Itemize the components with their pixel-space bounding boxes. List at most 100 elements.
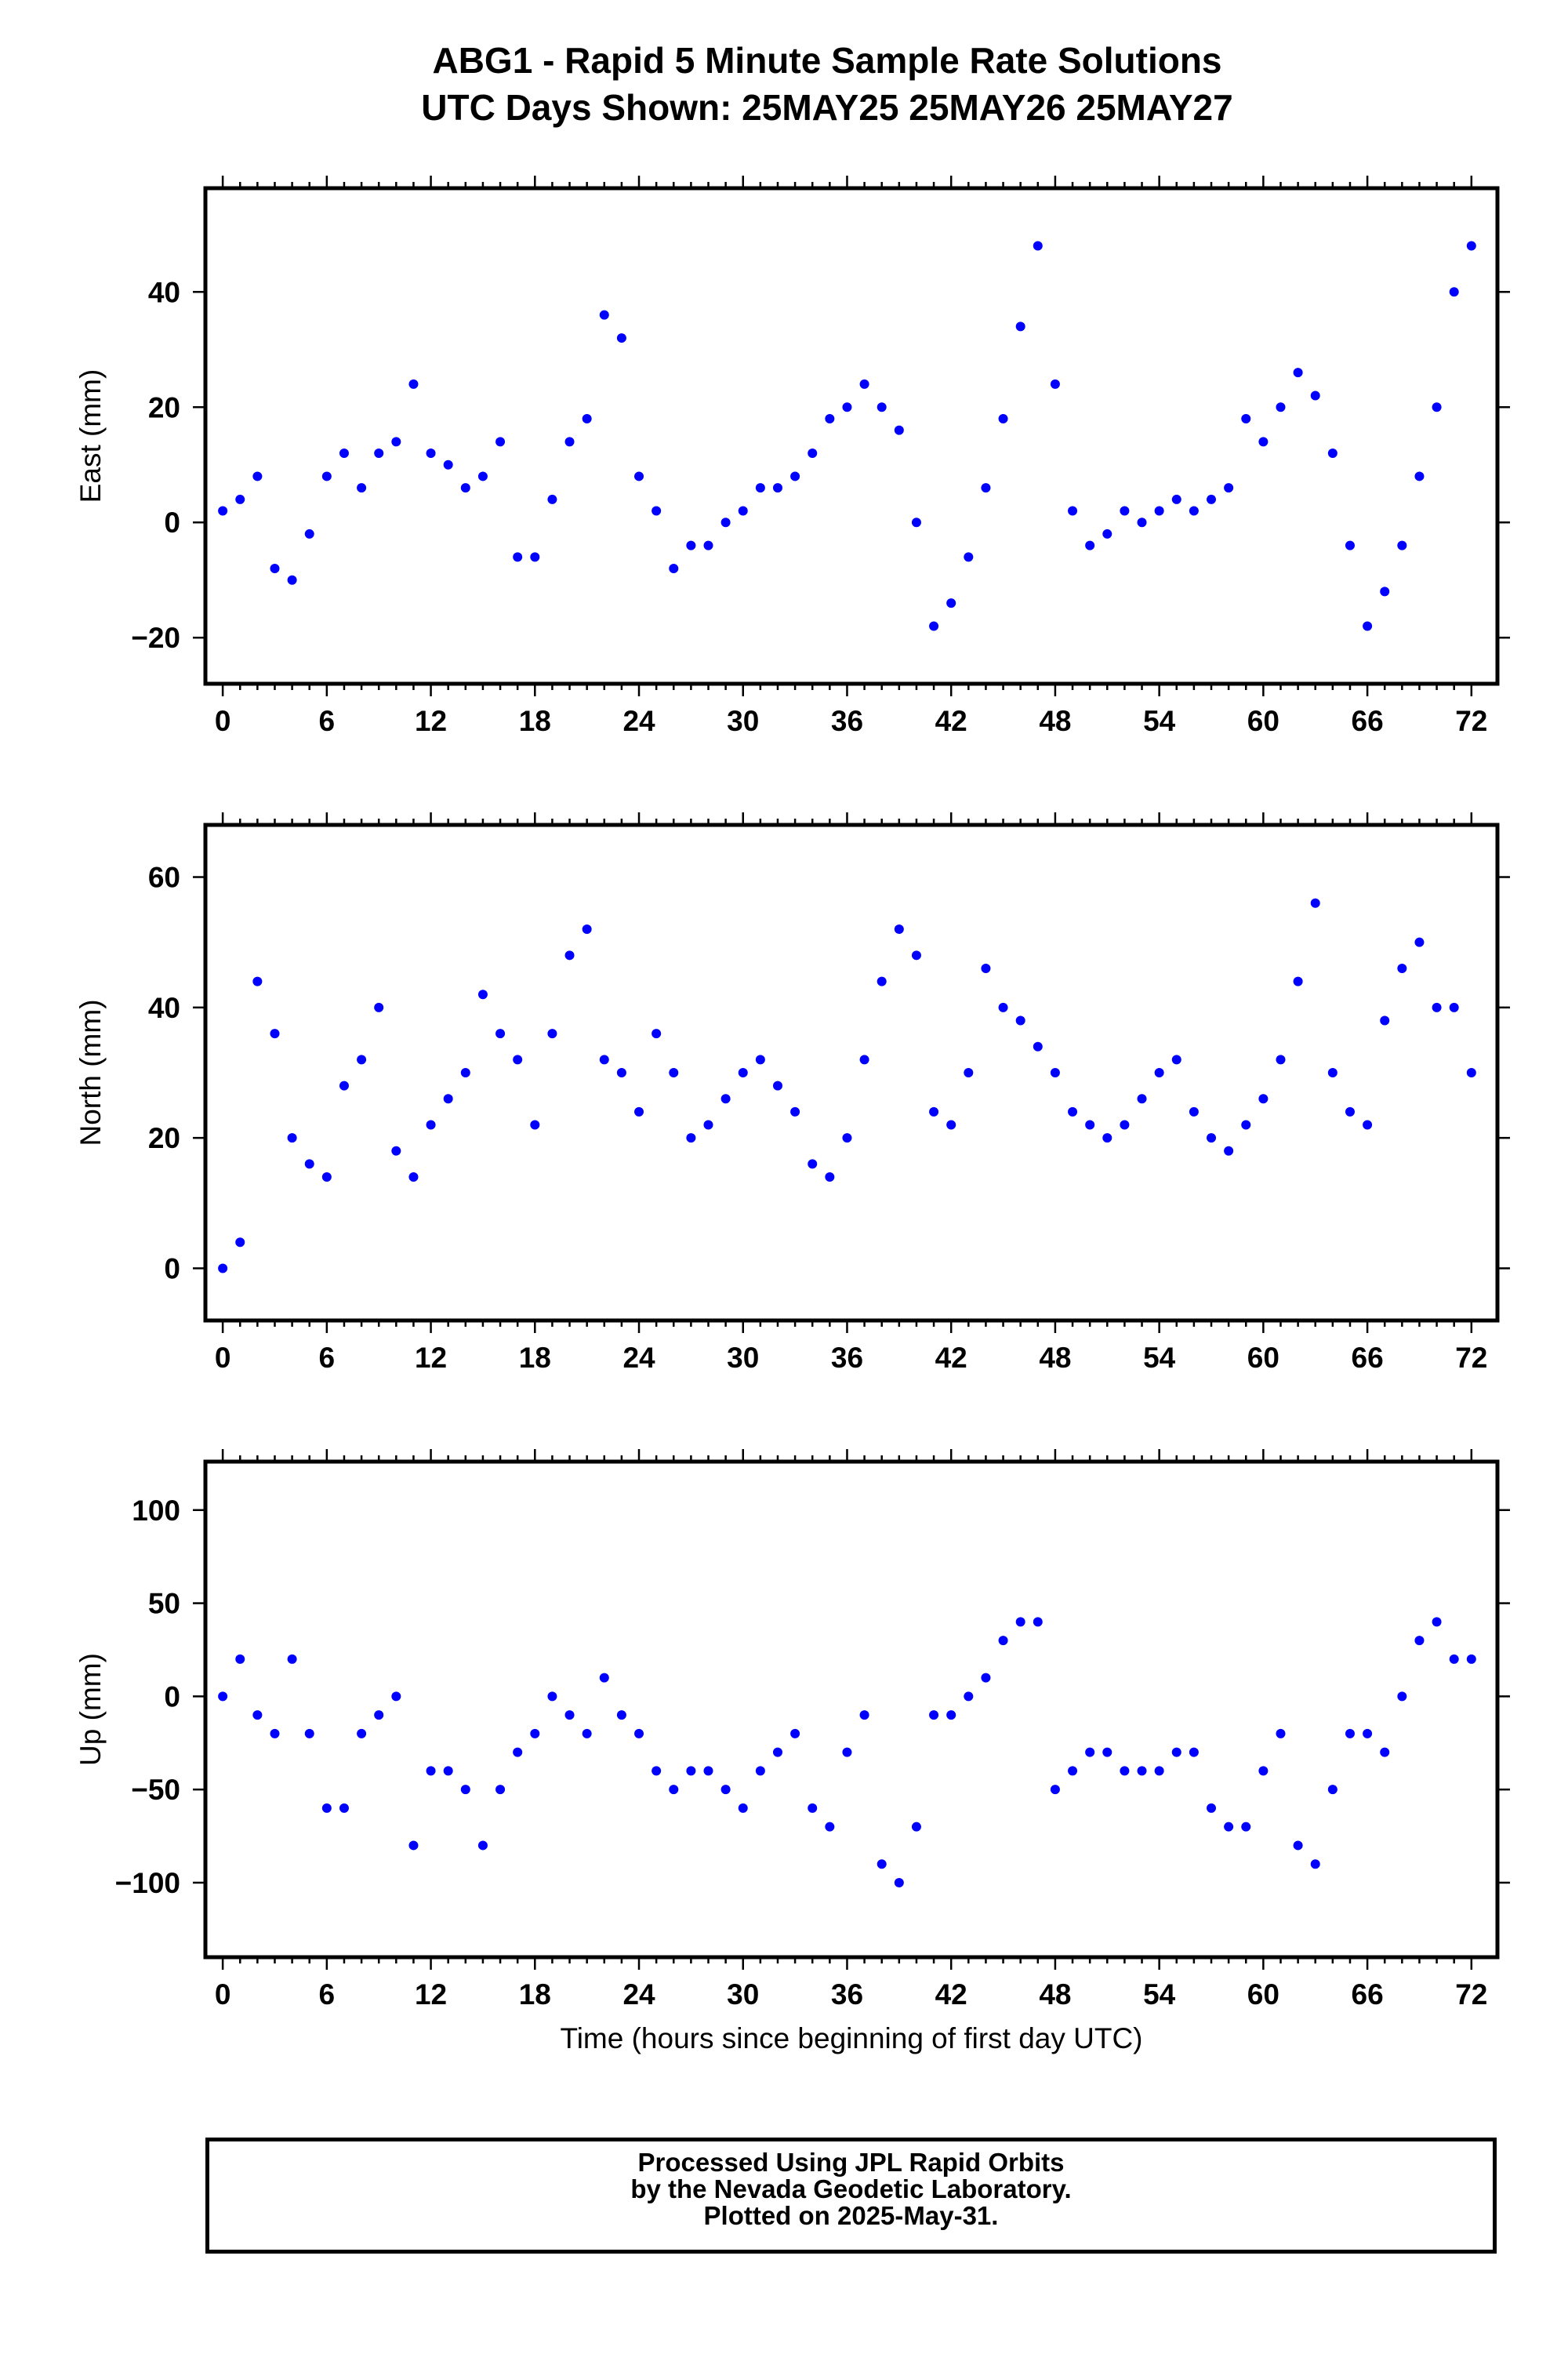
data-point xyxy=(357,1728,367,1738)
data-point xyxy=(808,1803,818,1813)
data-point xyxy=(634,471,644,481)
data-point xyxy=(1414,471,1425,481)
plot-panel-3: 0 6 12 18 24 30 36 42 48 54 60 66 72 −100 −50 0 50 100 Up … xyxy=(74,1449,1510,2054)
data-point xyxy=(287,575,297,585)
x-tick-label: 12 xyxy=(415,1978,447,2011)
data-point xyxy=(634,1728,644,1738)
data-point xyxy=(1380,1747,1390,1757)
x-tick-label: 54 xyxy=(1143,1342,1176,1374)
data-point xyxy=(1310,1859,1320,1869)
y-axis-label: East (mm) xyxy=(74,369,107,503)
x-tick-label: 42 xyxy=(935,1978,967,2011)
x-tick-label: 72 xyxy=(1455,1978,1487,2011)
data-point xyxy=(1432,1002,1442,1012)
data-point xyxy=(981,963,991,973)
y-tick-label: 40 xyxy=(148,992,180,1024)
x-tick-label: 48 xyxy=(1039,705,1071,737)
data-point xyxy=(842,1133,852,1143)
plot-panel-2: 0 6 12 18 24 30 36 42 48 54 60 66 72 0 20 40 60 North (mm… xyxy=(74,812,1510,1374)
x-tick-label: 24 xyxy=(622,1978,655,2011)
data-point xyxy=(1310,390,1320,401)
data-point xyxy=(599,310,609,320)
x-tick-label: 30 xyxy=(727,1342,759,1374)
data-point xyxy=(634,1106,644,1117)
data-point xyxy=(426,449,436,459)
data-point xyxy=(426,1766,436,1776)
data-point xyxy=(374,1002,384,1012)
data-point xyxy=(374,1710,384,1720)
data-point xyxy=(1449,1654,1459,1664)
data-point xyxy=(1466,1654,1476,1664)
data-point xyxy=(1154,506,1164,516)
data-point xyxy=(998,1636,1008,1646)
data-point xyxy=(1293,368,1303,378)
data-point xyxy=(408,379,419,389)
data-point xyxy=(946,1120,956,1130)
data-point xyxy=(1345,1106,1355,1117)
data-point xyxy=(218,506,228,516)
data-point xyxy=(703,540,713,550)
data-point xyxy=(703,1120,713,1130)
plot-frame xyxy=(203,823,1500,1323)
data-point xyxy=(1015,321,1025,332)
data-point xyxy=(652,1766,662,1776)
data-point xyxy=(964,552,974,562)
data-point xyxy=(1068,1766,1078,1776)
data-point xyxy=(1189,1106,1199,1117)
footer-box: Processed Using JPL Rapid Orbits by the … xyxy=(205,2138,1497,2254)
x-tick-label: 30 xyxy=(727,1978,759,2011)
data-point xyxy=(894,425,904,435)
data-point xyxy=(408,1172,419,1182)
data-point xyxy=(1397,540,1407,550)
data-point xyxy=(790,1728,800,1738)
data-point xyxy=(357,1055,367,1065)
data-point xyxy=(599,1055,609,1065)
data-point xyxy=(1015,1617,1025,1627)
data-point xyxy=(564,950,575,961)
data-point xyxy=(1241,413,1251,423)
data-point xyxy=(894,924,904,935)
x-tick-label: 54 xyxy=(1143,705,1176,737)
data-point xyxy=(1154,1766,1164,1776)
data-point xyxy=(1050,1068,1060,1077)
data-point xyxy=(287,1654,297,1664)
data-point xyxy=(825,1822,835,1832)
x-tick-label: 30 xyxy=(727,705,759,737)
data-point xyxy=(1449,287,1459,297)
x-tick-label: 60 xyxy=(1247,1978,1279,2011)
data-point xyxy=(808,1159,818,1169)
data-point xyxy=(686,1133,696,1143)
data-point xyxy=(495,437,506,447)
data-point xyxy=(1327,449,1338,459)
data-point xyxy=(391,1146,401,1156)
data-point xyxy=(513,1055,523,1065)
data-point xyxy=(582,413,592,423)
data-point xyxy=(1466,241,1476,251)
x-tick-label: 66 xyxy=(1352,1342,1384,1374)
data-point xyxy=(772,1081,782,1091)
data-point xyxy=(1050,1785,1060,1795)
data-point xyxy=(235,494,245,504)
data-point xyxy=(495,1785,506,1795)
data-point xyxy=(1258,437,1269,447)
data-point xyxy=(252,976,263,986)
data-point xyxy=(1120,1120,1130,1130)
x-tick-label: 66 xyxy=(1352,705,1384,737)
data-point xyxy=(321,1803,332,1813)
data-point xyxy=(321,471,332,481)
x-tick-label: 6 xyxy=(319,1978,336,2011)
data-point xyxy=(1380,1015,1390,1026)
data-point xyxy=(547,1691,557,1702)
data-point xyxy=(1033,1617,1043,1627)
data-point xyxy=(513,552,523,562)
data-point xyxy=(1050,379,1060,389)
plot-frame xyxy=(203,1459,1500,1960)
data-point xyxy=(460,1068,470,1077)
data-point xyxy=(772,483,782,493)
x-tick-label: 0 xyxy=(215,705,231,737)
data-point xyxy=(720,1785,731,1795)
x-tick-label: 0 xyxy=(215,1342,231,1374)
data-point xyxy=(859,1710,869,1720)
data-point xyxy=(652,1029,662,1039)
